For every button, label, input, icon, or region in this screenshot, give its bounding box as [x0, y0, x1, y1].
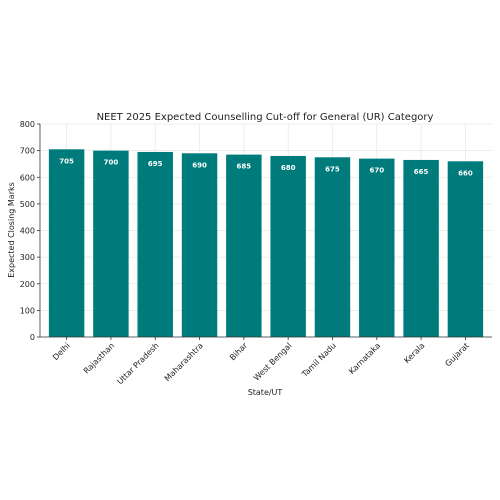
x-tick-label: Karnataka	[347, 341, 382, 376]
bar-tamil-nadu	[314, 157, 351, 337]
x-axis-label: State/UT	[248, 388, 283, 397]
y-tick-label: 800	[20, 120, 35, 129]
bar-karnataka	[359, 158, 395, 337]
y-tick-label: 400	[20, 227, 35, 236]
bar-value-label: 670	[369, 167, 384, 175]
x-tick-label: Maharashtra	[163, 341, 205, 383]
bar-value-label: 690	[192, 161, 207, 169]
x-tick-label: Delhi	[51, 341, 72, 362]
bar-value-label: 685	[237, 163, 252, 171]
bar-value-label: 660	[458, 169, 473, 177]
y-tick-label: 500	[20, 200, 35, 209]
y-tick-label: 600	[20, 173, 35, 182]
x-tick-label: Rajasthan	[82, 341, 116, 375]
y-tick-label: 0	[30, 333, 35, 342]
bar-value-label: 695	[148, 160, 163, 168]
y-tick-label: 100	[20, 306, 35, 315]
bar-rajasthan	[93, 150, 129, 337]
bar-west-bengal	[270, 155, 306, 337]
bar-value-label: 705	[59, 157, 74, 165]
x-tick-label: Bihar	[228, 341, 250, 363]
bar-maharashtra	[181, 153, 218, 337]
bar-kerala	[403, 159, 439, 337]
bar-uttar-pradesh	[137, 151, 173, 337]
x-tick-label: Kerala	[402, 341, 426, 365]
x-tick-label: West Bengal	[252, 341, 294, 383]
bar-gujarat	[447, 161, 484, 337]
y-tick-label: 200	[20, 280, 35, 289]
chart-title: NEET 2025 Expected Counselling Cut-off f…	[97, 112, 434, 123]
bar-bihar	[226, 154, 262, 337]
bar-value-label: 700	[104, 159, 119, 167]
bar-value-label: 665	[414, 168, 429, 176]
bar-delhi	[48, 149, 85, 337]
y-axis-ticks: 0 100 200 300 400 500 600 700 800	[20, 120, 40, 342]
bar-value-label: 675	[325, 165, 340, 173]
y-tick-label: 300	[20, 253, 35, 262]
x-axis-ticks: Delhi Rajasthan Uttar Pradesh Maharashtra Bi…	[51, 337, 471, 386]
bar-value-label: 680	[281, 164, 296, 172]
y-axis-label: Expected Closing Marks	[7, 182, 16, 278]
x-tick-label: Gujarat	[443, 341, 470, 368]
bar-value-labels: 705 700 695 690 685 680 675 670 665 660	[59, 157, 473, 177]
bars	[48, 149, 484, 337]
x-tick-label: Uttar Pradesh	[115, 341, 160, 386]
y-tick-label: 700	[20, 147, 35, 156]
x-tick-label: Tamil Nadu	[300, 341, 338, 379]
